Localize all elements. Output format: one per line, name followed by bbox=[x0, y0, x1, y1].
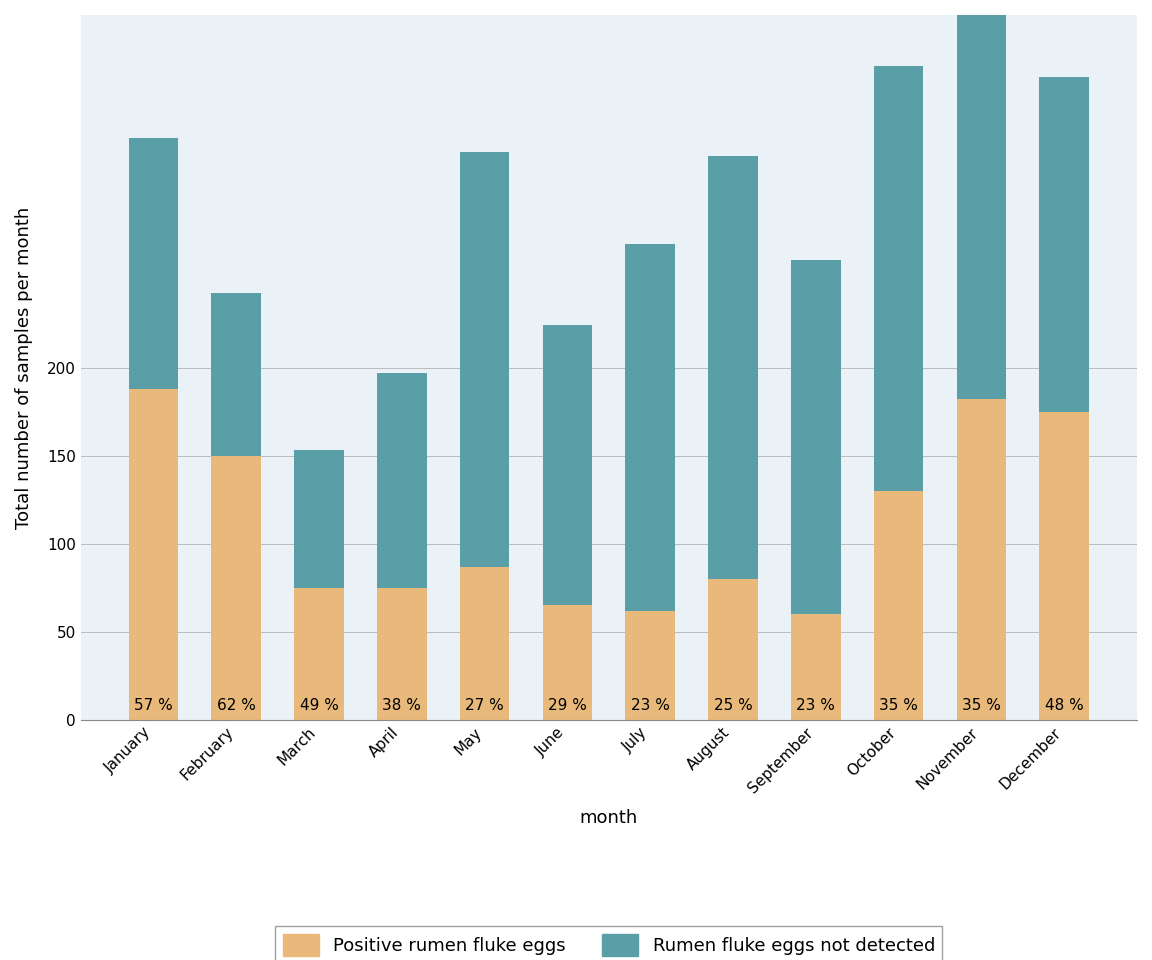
Text: 57 %: 57 % bbox=[134, 698, 173, 713]
Bar bbox=[873, 491, 924, 720]
Bar bbox=[460, 566, 509, 720]
Bar bbox=[791, 260, 841, 614]
Bar bbox=[294, 450, 344, 588]
Text: 23 %: 23 % bbox=[796, 698, 835, 713]
Bar bbox=[626, 244, 675, 611]
Bar bbox=[543, 325, 592, 606]
Bar bbox=[129, 389, 179, 720]
Bar bbox=[708, 579, 758, 720]
Y-axis label: Total number of samples per month: Total number of samples per month bbox=[15, 206, 33, 529]
Text: 62 %: 62 % bbox=[217, 698, 256, 713]
Text: 25 %: 25 % bbox=[713, 698, 752, 713]
Bar bbox=[791, 614, 841, 720]
Bar bbox=[377, 588, 426, 720]
X-axis label: month: month bbox=[579, 809, 638, 828]
Bar bbox=[377, 372, 426, 588]
Bar bbox=[956, 399, 1006, 720]
Bar bbox=[460, 153, 509, 566]
Text: 38 %: 38 % bbox=[382, 698, 422, 713]
Bar bbox=[1039, 412, 1089, 720]
Text: 35 %: 35 % bbox=[879, 698, 918, 713]
Text: 23 %: 23 % bbox=[631, 698, 669, 713]
Bar bbox=[543, 606, 592, 720]
Text: 49 %: 49 % bbox=[300, 698, 339, 713]
Text: 29 %: 29 % bbox=[548, 698, 586, 713]
Text: 48 %: 48 % bbox=[1045, 698, 1084, 713]
Bar bbox=[626, 611, 675, 720]
Text: 27 %: 27 % bbox=[465, 698, 505, 713]
Bar bbox=[708, 156, 758, 579]
Legend: Positive rumen fluke eggs, Rumen fluke eggs not detected: Positive rumen fluke eggs, Rumen fluke e… bbox=[275, 926, 942, 960]
Bar bbox=[1039, 77, 1089, 412]
Bar bbox=[873, 66, 924, 491]
Bar bbox=[129, 138, 179, 389]
Bar bbox=[956, 0, 1006, 399]
Text: 35 %: 35 % bbox=[962, 698, 1001, 713]
Bar bbox=[212, 456, 262, 720]
Bar bbox=[212, 294, 262, 456]
Bar bbox=[294, 588, 344, 720]
